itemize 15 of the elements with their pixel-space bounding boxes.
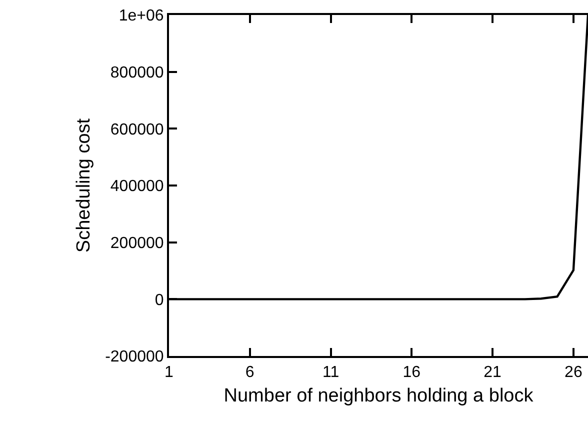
x-tick-label: 21 <box>484 364 502 382</box>
y-axis-title: Scheduling cost <box>73 118 94 253</box>
y-tick-label: 600000 <box>110 121 164 138</box>
y-tick-label: 0 <box>154 292 164 309</box>
x-tick-label: 6 <box>245 364 254 382</box>
x-tick-label: 11 <box>322 364 340 382</box>
x-tick-label: 16 <box>402 364 421 382</box>
x-tick-label: 26 <box>564 364 582 382</box>
y-tick-label: 400000 <box>110 178 164 196</box>
y-tick-label: 200000 <box>110 234 164 252</box>
x-tick-label: 1 <box>164 364 174 382</box>
x-axis-title: Number of neighbors holding a block <box>224 386 534 406</box>
y-tick-label: -200000 <box>105 348 164 366</box>
y-tick-label: 1e+06 <box>118 8 164 25</box>
y-tick-label: 800000 <box>110 64 164 82</box>
